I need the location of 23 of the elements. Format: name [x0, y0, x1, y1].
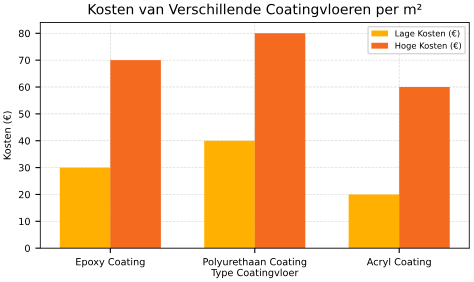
- bar: [110, 60, 161, 248]
- y-tick-label: 50: [18, 110, 30, 118]
- legend-label: Lage Kosten (€): [396, 30, 460, 38]
- bar: [399, 87, 450, 248]
- x-axis-title: Type Coatingvloer: [211, 268, 298, 278]
- bar: [60, 168, 110, 248]
- bar: [204, 140, 255, 248]
- x-tick-label: Polyurethaan Coating: [203, 258, 306, 268]
- y-tick-label: 40: [18, 137, 30, 145]
- x-tick-label: Acryl Coating: [366, 258, 431, 268]
- legend-label: Hoge Kosten (€): [396, 42, 462, 50]
- y-tick-label: 10: [19, 218, 30, 226]
- bar: [254, 33, 306, 248]
- y-tick-label: 0: [25, 244, 30, 252]
- bar: [348, 194, 400, 248]
- y-tick-label: 70: [18, 56, 30, 64]
- y-axis-title: Kosten (€): [3, 111, 12, 160]
- y-tick-label: 60: [18, 83, 30, 91]
- y-tick-label: 30: [18, 164, 30, 172]
- x-tick-label: Epoxy Coating: [76, 258, 145, 268]
- chart-title: Kosten van Verschillende Coatingvloeren per m²: [88, 4, 422, 18]
- y-tick-label: 80: [18, 30, 30, 38]
- y-tick-label: 20: [18, 190, 30, 198]
